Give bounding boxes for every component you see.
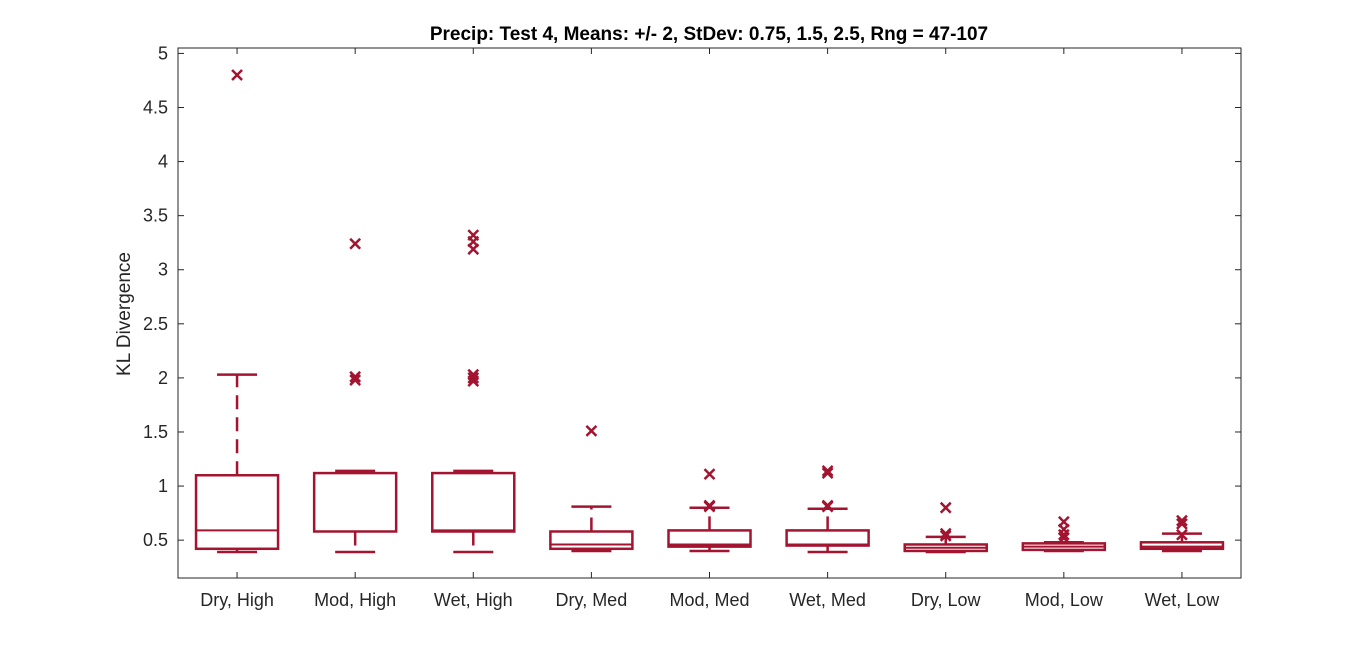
y-tick-label: 2.5 [143,314,168,334]
outlier-point [349,374,362,386]
outlier-point [703,468,716,481]
outlier-point [231,69,243,81]
box [667,529,752,548]
outlier-point [1176,528,1188,541]
x-tick-label: Dry, Med [556,590,628,610]
outlier-point [467,375,480,388]
outlier-point [349,370,362,383]
box [312,471,398,533]
x-tick-label: Wet, Med [789,590,866,610]
outlier-point [1057,532,1070,544]
outlier-point [349,237,362,250]
chart-title: Precip: Test 4, Means: +/- 2, StDev: 0.7… [430,24,988,45]
outlier-point [821,465,834,477]
outlier-point [939,527,952,540]
y-tick-label: 1.5 [143,422,168,442]
outlier-point [1176,514,1188,527]
axes-box [177,47,1242,579]
x-tick-label: Dry, High [200,590,274,610]
plot-area: 0.5 1 1.5 2 2.5 3 3.5 4 4.5 5 Dry, High Mod, High We… [143,43,1242,610]
x-tick-label: Mod, Med [669,590,749,610]
x-tick-label: Mod, Low [1025,590,1104,610]
outlier-point [821,500,834,513]
box [549,530,634,551]
x-tick-label: Wet, High [434,590,513,610]
outlier-point [1176,518,1188,530]
y-tick-label: 2 [158,368,168,388]
y-tick-label: 5 [158,43,168,63]
outlier-point [703,500,716,513]
y-tick-label: 4 [158,152,168,172]
box [1139,541,1225,551]
box [431,471,516,533]
outlier-point [467,372,480,384]
x-tick-label: Wet, Low [1145,590,1221,610]
outlier-point [467,243,480,256]
y-tick-label: 4.5 [143,97,168,117]
outlier-point [585,425,598,437]
x-tick-label: Mod, High [314,590,396,610]
y-tick-label: 1 [158,476,168,496]
y-tick-label: 3.5 [143,206,168,226]
outlier-point [821,467,834,479]
box [194,473,280,551]
outlier-point [939,529,952,542]
outlier-point [939,501,952,514]
y-tick-label: 3 [158,260,168,280]
box [785,529,870,547]
outlier-point [1057,528,1070,541]
x-tick-label: Dry, Low [911,590,982,610]
y-tick-label: 0.5 [143,530,168,550]
y-axis-label: KL Divergence [114,252,135,376]
